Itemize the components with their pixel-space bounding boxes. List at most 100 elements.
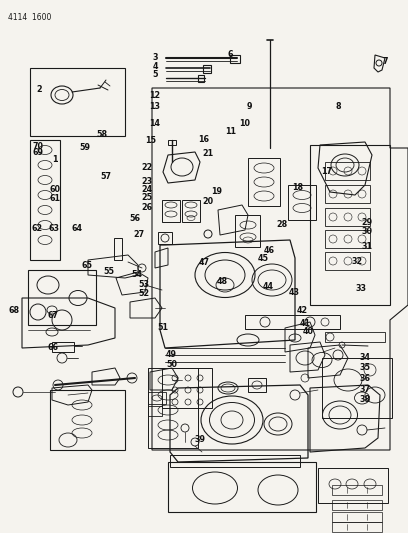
Text: 22: 22 — [141, 164, 153, 172]
Text: 54: 54 — [131, 270, 142, 279]
Text: 58: 58 — [96, 130, 108, 139]
Bar — [248, 378, 266, 392]
Text: 28: 28 — [276, 221, 287, 229]
Bar — [203, 65, 211, 73]
Text: 29: 29 — [361, 219, 373, 227]
Text: 7: 7 — [383, 57, 388, 66]
Text: 4114  1600: 4114 1600 — [8, 13, 51, 22]
Text: 68: 68 — [9, 306, 20, 314]
Text: 63: 63 — [49, 224, 59, 232]
Text: 46: 46 — [264, 246, 275, 255]
Text: 52: 52 — [138, 289, 149, 297]
Bar — [30, 68, 125, 136]
Bar — [170, 455, 300, 467]
Text: 25: 25 — [141, 193, 153, 201]
Text: 30: 30 — [362, 228, 373, 236]
Text: 19: 19 — [211, 188, 222, 196]
Text: 43: 43 — [288, 288, 299, 296]
Text: 12: 12 — [149, 92, 161, 100]
Bar — [325, 162, 370, 180]
Text: 21: 21 — [202, 149, 214, 158]
Text: 5: 5 — [152, 70, 158, 79]
Text: 62: 62 — [31, 224, 42, 232]
Text: 3: 3 — [152, 53, 158, 61]
Bar — [318, 468, 388, 503]
Text: 69: 69 — [32, 148, 43, 157]
Text: 6: 6 — [228, 50, 233, 59]
Bar — [168, 462, 316, 512]
Text: 33: 33 — [356, 285, 366, 293]
Text: 64: 64 — [71, 224, 82, 232]
Bar — [332, 485, 382, 495]
Text: 11: 11 — [225, 127, 236, 135]
Text: 48: 48 — [217, 277, 228, 286]
Text: 26: 26 — [141, 204, 153, 212]
Text: 9: 9 — [246, 102, 252, 111]
Text: 39: 39 — [195, 435, 205, 444]
Text: 34: 34 — [360, 353, 370, 361]
Text: 44: 44 — [263, 282, 274, 291]
Text: 18: 18 — [292, 183, 304, 192]
Bar — [30, 140, 60, 260]
Bar — [148, 406, 162, 416]
Text: 56: 56 — [129, 214, 140, 223]
Bar — [148, 392, 166, 404]
Bar — [158, 232, 172, 244]
Bar — [168, 140, 176, 145]
Bar — [230, 55, 240, 63]
Text: 15: 15 — [146, 136, 156, 145]
Bar — [322, 358, 392, 418]
Bar — [114, 238, 122, 260]
Text: 20: 20 — [202, 197, 214, 206]
Text: 23: 23 — [141, 177, 153, 185]
Text: 55: 55 — [104, 268, 115, 276]
Bar — [198, 75, 204, 82]
Bar — [325, 185, 370, 203]
Bar — [332, 522, 382, 532]
Text: 36: 36 — [360, 374, 370, 383]
Bar — [325, 208, 370, 226]
Bar — [162, 368, 212, 408]
Bar — [28, 270, 96, 325]
Text: 13: 13 — [150, 102, 160, 111]
Text: 10: 10 — [239, 119, 250, 128]
Bar — [332, 512, 382, 522]
Text: 47: 47 — [199, 258, 209, 266]
Text: 51: 51 — [158, 324, 169, 332]
Text: 14: 14 — [150, 119, 160, 128]
Text: 41: 41 — [300, 319, 310, 328]
Text: 45: 45 — [258, 254, 268, 263]
Text: 70: 70 — [32, 142, 43, 150]
Text: 61: 61 — [50, 195, 60, 203]
Bar — [325, 230, 370, 248]
Text: 40: 40 — [303, 327, 313, 336]
Text: 42: 42 — [297, 306, 308, 314]
Text: 49: 49 — [166, 350, 177, 359]
Bar — [52, 342, 74, 352]
Text: 8: 8 — [336, 102, 341, 111]
Bar — [325, 332, 385, 342]
Text: 31: 31 — [362, 242, 373, 251]
Text: 4: 4 — [152, 62, 158, 70]
Text: 37: 37 — [360, 385, 370, 393]
Text: 57: 57 — [101, 173, 111, 181]
Text: 1: 1 — [52, 156, 58, 164]
Text: 66: 66 — [48, 343, 58, 352]
Bar — [248, 158, 280, 206]
Bar — [148, 368, 198, 448]
Bar — [288, 185, 316, 220]
Text: 35: 35 — [360, 364, 370, 372]
Text: 65: 65 — [82, 261, 92, 270]
Text: 53: 53 — [138, 280, 149, 288]
Text: 2: 2 — [36, 85, 42, 94]
Bar — [182, 200, 200, 222]
Text: 60: 60 — [50, 185, 60, 193]
Bar — [332, 500, 382, 510]
Bar — [325, 252, 370, 270]
Text: 50: 50 — [166, 360, 177, 369]
Text: 17: 17 — [321, 167, 332, 176]
Text: 24: 24 — [141, 185, 153, 193]
Bar — [245, 315, 340, 329]
Text: 16: 16 — [199, 135, 209, 144]
Bar — [235, 215, 260, 247]
